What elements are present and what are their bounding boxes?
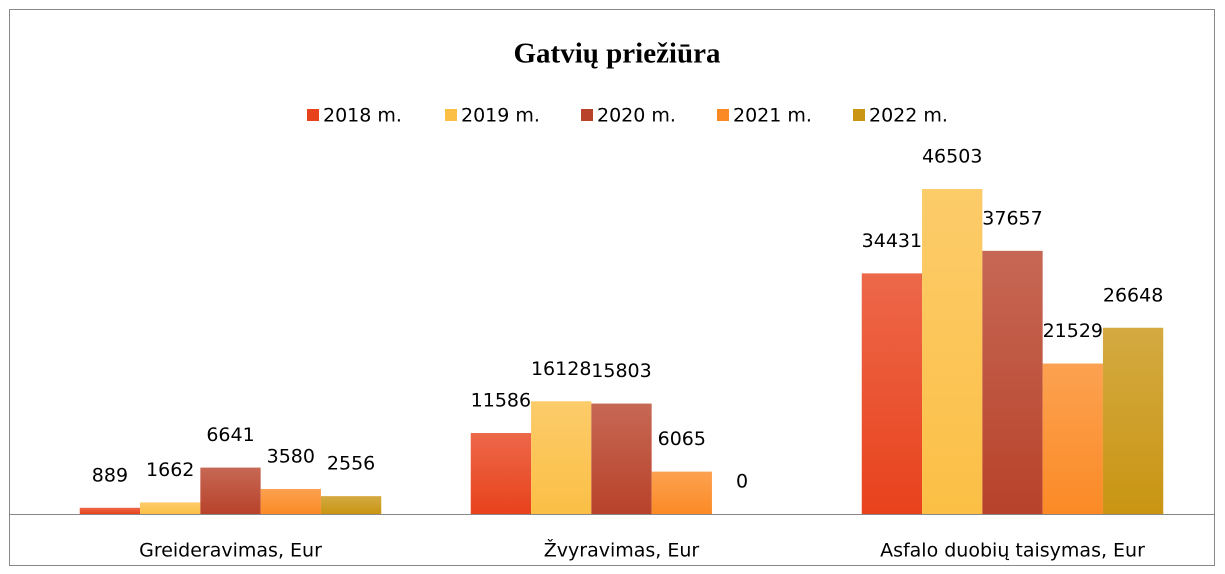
- bar: [200, 467, 261, 514]
- data-label: 21529: [1043, 320, 1103, 342]
- data-label: 889: [92, 464, 128, 486]
- data-label: 46503: [922, 146, 982, 168]
- data-label: 6065: [658, 428, 706, 450]
- chart-title: Gatvių priežiūra: [513, 38, 721, 70]
- bar: [260, 488, 321, 514]
- data-label: 11586: [471, 390, 531, 412]
- bar: [591, 403, 652, 514]
- legend-label: 2018 m.: [323, 105, 402, 127]
- data-label: 15803: [591, 360, 651, 382]
- data-label: 0: [736, 471, 748, 493]
- bar: [140, 502, 201, 514]
- bar: [982, 250, 1043, 515]
- bar: [1102, 327, 1164, 514]
- bar: [79, 507, 141, 514]
- bar: [320, 496, 382, 514]
- bar: [922, 189, 983, 514]
- bar: [861, 273, 923, 514]
- data-label: 16128: [531, 358, 591, 380]
- bar: [1042, 363, 1103, 514]
- legend-swatch: [307, 109, 319, 121]
- legend-label: 2022 m.: [869, 105, 948, 127]
- data-label: 34431: [862, 230, 922, 252]
- bar: [470, 433, 532, 514]
- x-tick-label: Greideravimas, Eur: [139, 540, 322, 562]
- legend-label: 2020 m.: [597, 105, 676, 127]
- legend-swatch: [853, 109, 865, 121]
- data-label: 1662: [146, 459, 194, 481]
- x-tick-label: Asfalo duobių taisymas, Eur: [880, 540, 1145, 562]
- legend-swatch: [445, 109, 457, 121]
- legend-swatch: [717, 109, 729, 121]
- bar: [651, 471, 712, 514]
- data-label: 26648: [1103, 284, 1163, 306]
- legend-label: 2021 m.: [733, 105, 812, 127]
- data-label: 37657: [982, 207, 1042, 229]
- data-label: 2556: [327, 453, 375, 475]
- x-tick-label: Žvyravimas, Eur: [544, 539, 700, 562]
- bar: [531, 401, 592, 514]
- data-label: 3580: [267, 445, 315, 467]
- legend-swatch: [581, 109, 593, 121]
- legend-label: 2019 m.: [461, 105, 540, 127]
- data-label: 6641: [206, 424, 254, 446]
